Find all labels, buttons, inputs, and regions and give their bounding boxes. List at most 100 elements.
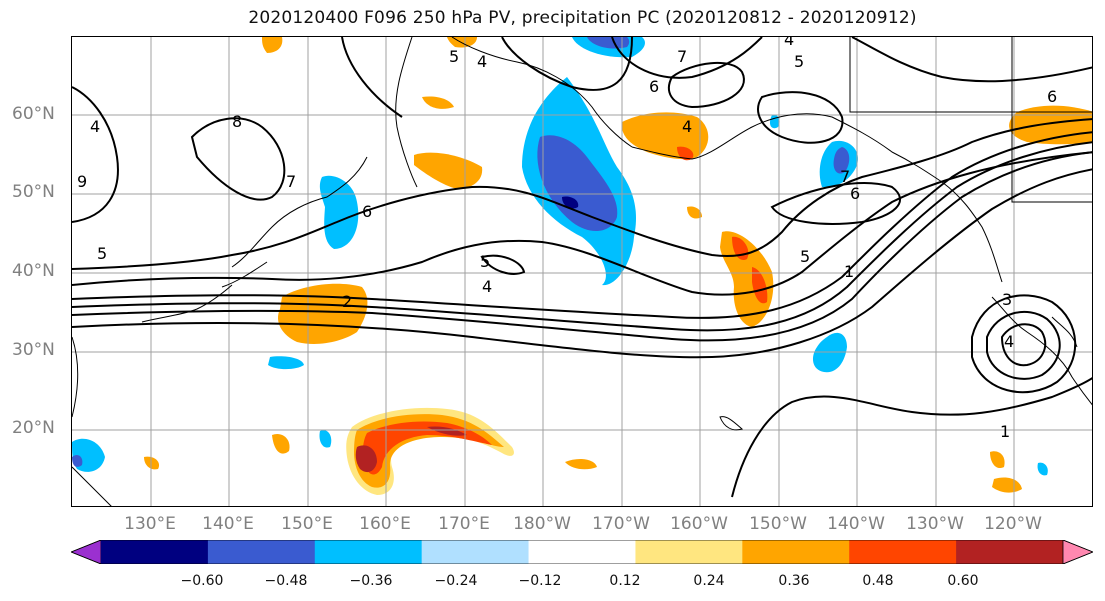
lat-label: 50°N	[12, 182, 55, 202]
precip-negative-shading	[72, 37, 1048, 476]
colorbar-segment	[421, 540, 530, 564]
pv-contour	[1000, 323, 1047, 367]
colorbar-tick: 0.24	[693, 573, 725, 589]
contour-label: 7	[840, 167, 850, 186]
colorbar-tick: −0.24	[434, 573, 478, 589]
colorbar-tick: 0.12	[609, 573, 641, 589]
lon-label: 120°W	[984, 514, 1042, 534]
precip-area	[277, 283, 368, 344]
precip-area	[268, 356, 304, 370]
precip-area	[144, 456, 160, 470]
lon-label: 130°W	[906, 514, 964, 534]
contour-label: 5	[480, 252, 490, 271]
precip-area	[319, 430, 332, 448]
pv-contour	[667, 61, 745, 109]
colorbar-segment	[207, 540, 316, 564]
lon-label: 160°W	[670, 514, 728, 534]
contour-label: 5	[794, 52, 804, 71]
precip-area	[812, 332, 847, 373]
precip-area	[427, 426, 467, 436]
precip-area	[621, 112, 709, 160]
colorbar-tick: −0.48	[264, 573, 308, 589]
pv-contour	[480, 254, 526, 275]
pv-contour	[731, 377, 1092, 498]
pv-contour	[72, 151, 1092, 342]
contour-label: 5	[97, 244, 107, 263]
contour-label: 9	[77, 172, 87, 191]
precip-area	[355, 445, 377, 473]
precip-area	[565, 459, 597, 470]
contour-label: 5	[449, 47, 459, 66]
contour-label: 6	[362, 202, 372, 221]
precip-area	[990, 451, 1005, 469]
lon-label: 160°E	[359, 514, 411, 534]
pv-contour	[72, 151, 1092, 296]
contour-label: 4	[482, 277, 492, 296]
contour-label: 4	[90, 117, 100, 136]
contour-label: 6	[1047, 87, 1057, 106]
lon-label: 140°E	[202, 514, 254, 534]
colorbar-extend-min	[71, 540, 102, 564]
contour-label: 4	[477, 52, 487, 71]
colorbar-segment	[101, 540, 209, 564]
contour-label: 1	[844, 262, 854, 281]
pv-contour	[190, 117, 286, 201]
contour-label: 7	[677, 47, 687, 66]
precip-area	[319, 175, 359, 249]
precip-area	[687, 206, 702, 219]
precip-area	[262, 37, 283, 53]
precip-area	[447, 37, 477, 48]
pv-contour	[611, 37, 763, 79]
pv-contour	[851, 37, 1092, 83]
chart-title: 2020120400 F096 250 hPa PV, precipitatio…	[248, 8, 917, 28]
lon-label: 170°E	[438, 514, 490, 534]
precip-area	[72, 454, 83, 467]
lat-label: 30°N	[12, 340, 55, 360]
precip-area	[752, 267, 768, 304]
pv-contour	[72, 141, 1092, 332]
contour-label: 1	[1000, 422, 1010, 441]
contour-label: 6	[649, 77, 659, 96]
pv-contour	[971, 294, 1077, 394]
contour-label: 8	[232, 112, 242, 131]
lat-label: 60°N	[12, 104, 55, 124]
colorbar-segment	[742, 540, 850, 564]
map-panel[interactable]: 4 5 4 8 7 9 5 6 5 4 2 4 7 6 6 5 1 6 7 3 …	[71, 36, 1093, 507]
contour-label: 4	[1004, 332, 1014, 351]
precip-area	[769, 114, 780, 129]
colorbar-segment	[528, 540, 636, 564]
pv-contour	[986, 310, 1061, 380]
precip-area	[414, 152, 483, 189]
colorbar-tick: −0.60	[180, 573, 224, 589]
precip-area	[272, 433, 290, 454]
lon-label: 150°E	[281, 514, 333, 534]
pv-contours	[72, 37, 1092, 498]
graticule	[72, 37, 1092, 506]
colorbar-segment	[635, 540, 743, 564]
lon-label: 180°W	[513, 514, 571, 534]
precip-area	[537, 135, 618, 232]
colorbar-tick: 0.48	[862, 573, 894, 589]
colorbar-segment	[849, 540, 957, 564]
contour-label: 2	[342, 292, 352, 311]
colorbar-segment	[956, 540, 1064, 564]
precip-area	[1037, 462, 1048, 476]
precip-area	[422, 96, 454, 109]
contour-label: 4	[682, 117, 692, 136]
lon-label: 130°E	[124, 514, 176, 534]
contour-label: 6	[850, 184, 860, 203]
pv-contour	[770, 182, 901, 225]
colorbar-extend-max	[1062, 540, 1093, 564]
precip-area	[587, 37, 630, 49]
lon-label: 150°W	[749, 514, 807, 534]
pv-contour	[72, 131, 1092, 319]
colorbar-tick: 0.60	[947, 573, 979, 589]
precip-area	[562, 196, 579, 209]
pv-contour	[757, 91, 844, 144]
lat-label: 40°N	[12, 261, 55, 281]
pv-contour	[72, 118, 1092, 270]
precip-area	[992, 477, 1022, 493]
map-canvas: 4 5 4 8 7 9 5 6 5 4 2 4 7 6 6 5 1 6 7 3 …	[72, 37, 1092, 506]
colorbar-tick: −0.36	[349, 573, 393, 589]
contour-label: 7	[286, 172, 296, 191]
